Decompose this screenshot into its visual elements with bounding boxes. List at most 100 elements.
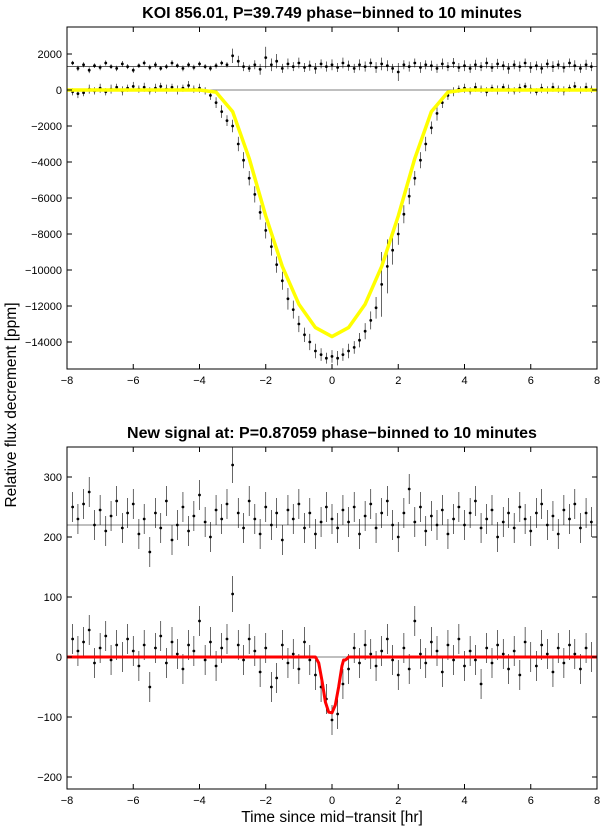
top-data-point bbox=[181, 67, 185, 70]
bottom-data-point bbox=[369, 502, 373, 506]
top-data-point bbox=[275, 59, 279, 63]
top-data-point bbox=[584, 63, 588, 67]
top-data-point bbox=[280, 279, 284, 283]
top-data-point bbox=[374, 66, 378, 69]
bottom-data-point bbox=[551, 670, 555, 674]
top-data-point bbox=[474, 85, 477, 89]
top-x-tick-label: 2 bbox=[395, 375, 401, 387]
top-data-point bbox=[385, 265, 389, 268]
bottom-data-point bbox=[474, 499, 477, 503]
top-data-point bbox=[137, 64, 141, 68]
top-data-point bbox=[419, 66, 422, 69]
bottom-data-point bbox=[154, 646, 157, 650]
top-data-point bbox=[308, 64, 312, 68]
top-panel-plot-area: −8 −6 −4 −2 0 2 4 6 8 −14000 −12000 −10000 −8000 −600… bbox=[25, 26, 600, 387]
top-data-point bbox=[419, 158, 422, 162]
bottom-data-point bbox=[358, 661, 361, 665]
bottom-data-point bbox=[198, 493, 201, 497]
top-data-point bbox=[347, 64, 350, 68]
bottom-data-point bbox=[330, 718, 334, 722]
bottom-data-point bbox=[545, 523, 549, 527]
bottom-data-point bbox=[76, 649, 80, 653]
bottom-data-point bbox=[170, 640, 174, 644]
bottom-data-point bbox=[479, 682, 483, 686]
bottom-x-tick-label: 8 bbox=[594, 795, 600, 807]
top-data-point bbox=[303, 333, 306, 337]
top-data-point bbox=[435, 67, 439, 70]
top-data-point bbox=[71, 61, 75, 65]
top-data-point bbox=[308, 340, 312, 344]
top-data-point bbox=[336, 66, 340, 69]
bottom-data-point bbox=[269, 685, 273, 689]
bottom-data-point bbox=[452, 517, 455, 521]
top-data-point bbox=[413, 176, 417, 180]
bottom-data-point bbox=[407, 487, 411, 491]
bottom-data-point bbox=[374, 664, 378, 668]
bottom-data-point bbox=[319, 520, 323, 524]
top-data-point bbox=[551, 65, 555, 68]
top-data-point bbox=[280, 67, 284, 70]
top-data-point bbox=[297, 61, 301, 65]
bottom-data-point bbox=[104, 634, 108, 638]
top-data-point bbox=[319, 62, 323, 66]
bottom-data-point bbox=[142, 643, 146, 647]
bottom-data-point bbox=[220, 517, 224, 521]
bottom-y-tick-label: 100 bbox=[44, 592, 62, 604]
bottom-data-point bbox=[148, 685, 152, 689]
bottom-data-point bbox=[402, 511, 406, 515]
top-x-tick-label: −2 bbox=[259, 375, 272, 387]
top-data-point bbox=[175, 64, 179, 68]
bottom-data-point bbox=[446, 643, 450, 647]
top-y-tick-label: −8000 bbox=[31, 229, 62, 241]
bottom-data-point bbox=[280, 538, 284, 542]
top-data-point bbox=[291, 65, 295, 68]
top-data-point bbox=[457, 66, 461, 69]
top-data-point bbox=[391, 67, 395, 70]
top-y-tick-label: 2000 bbox=[38, 49, 62, 61]
top-data-point bbox=[242, 158, 245, 162]
bottom-y-tick-label: 0 bbox=[56, 652, 62, 664]
bottom-data-point bbox=[314, 532, 317, 536]
top-data-point bbox=[452, 61, 455, 65]
top-data-point bbox=[87, 68, 91, 72]
top-data-point bbox=[534, 64, 538, 68]
top-data-point bbox=[297, 322, 301, 326]
bottom-data-point bbox=[192, 514, 196, 518]
top-data-point bbox=[363, 65, 367, 68]
bottom-data-point bbox=[126, 511, 130, 515]
top-data-point bbox=[562, 66, 566, 69]
bottom-data-point bbox=[457, 637, 461, 641]
bottom-data-point bbox=[534, 664, 538, 668]
bottom-data-point bbox=[579, 667, 582, 671]
bottom-data-point bbox=[137, 664, 141, 668]
top-data-point bbox=[131, 68, 135, 72]
bottom-data-point bbox=[236, 511, 240, 515]
top-y-tick-label: −2000 bbox=[31, 121, 62, 133]
bottom-panel-title: New signal at: P=0.87059 phase−binned to… bbox=[127, 425, 537, 442]
bottom-data-point bbox=[82, 640, 85, 644]
top-data-point bbox=[556, 63, 560, 67]
bottom-data-point bbox=[507, 667, 510, 671]
bottom-x-tick-label: 2 bbox=[395, 795, 401, 807]
bottom-data-point bbox=[440, 670, 444, 674]
top-data-point bbox=[485, 61, 489, 65]
top-data-point bbox=[424, 63, 428, 67]
bottom-y-tick-label: 200 bbox=[44, 532, 62, 544]
bottom-data-point bbox=[164, 661, 168, 665]
top-data-point bbox=[247, 67, 251, 70]
top-data-point bbox=[573, 64, 577, 68]
bottom-data-point bbox=[485, 646, 489, 650]
bottom-data-point bbox=[330, 517, 334, 521]
bottom-y-tick-label: −100 bbox=[37, 712, 62, 724]
top-data-point bbox=[264, 229, 268, 232]
bottom-data-point bbox=[131, 649, 135, 653]
top-data-point bbox=[187, 63, 190, 67]
bottom-data-point bbox=[214, 664, 218, 668]
bottom-data-point bbox=[369, 652, 373, 656]
top-data-point bbox=[330, 355, 334, 358]
bottom-data-point bbox=[71, 637, 75, 641]
bottom-data-point bbox=[341, 508, 345, 512]
bottom-data-point bbox=[269, 523, 273, 527]
bottom-data-point bbox=[71, 505, 75, 509]
